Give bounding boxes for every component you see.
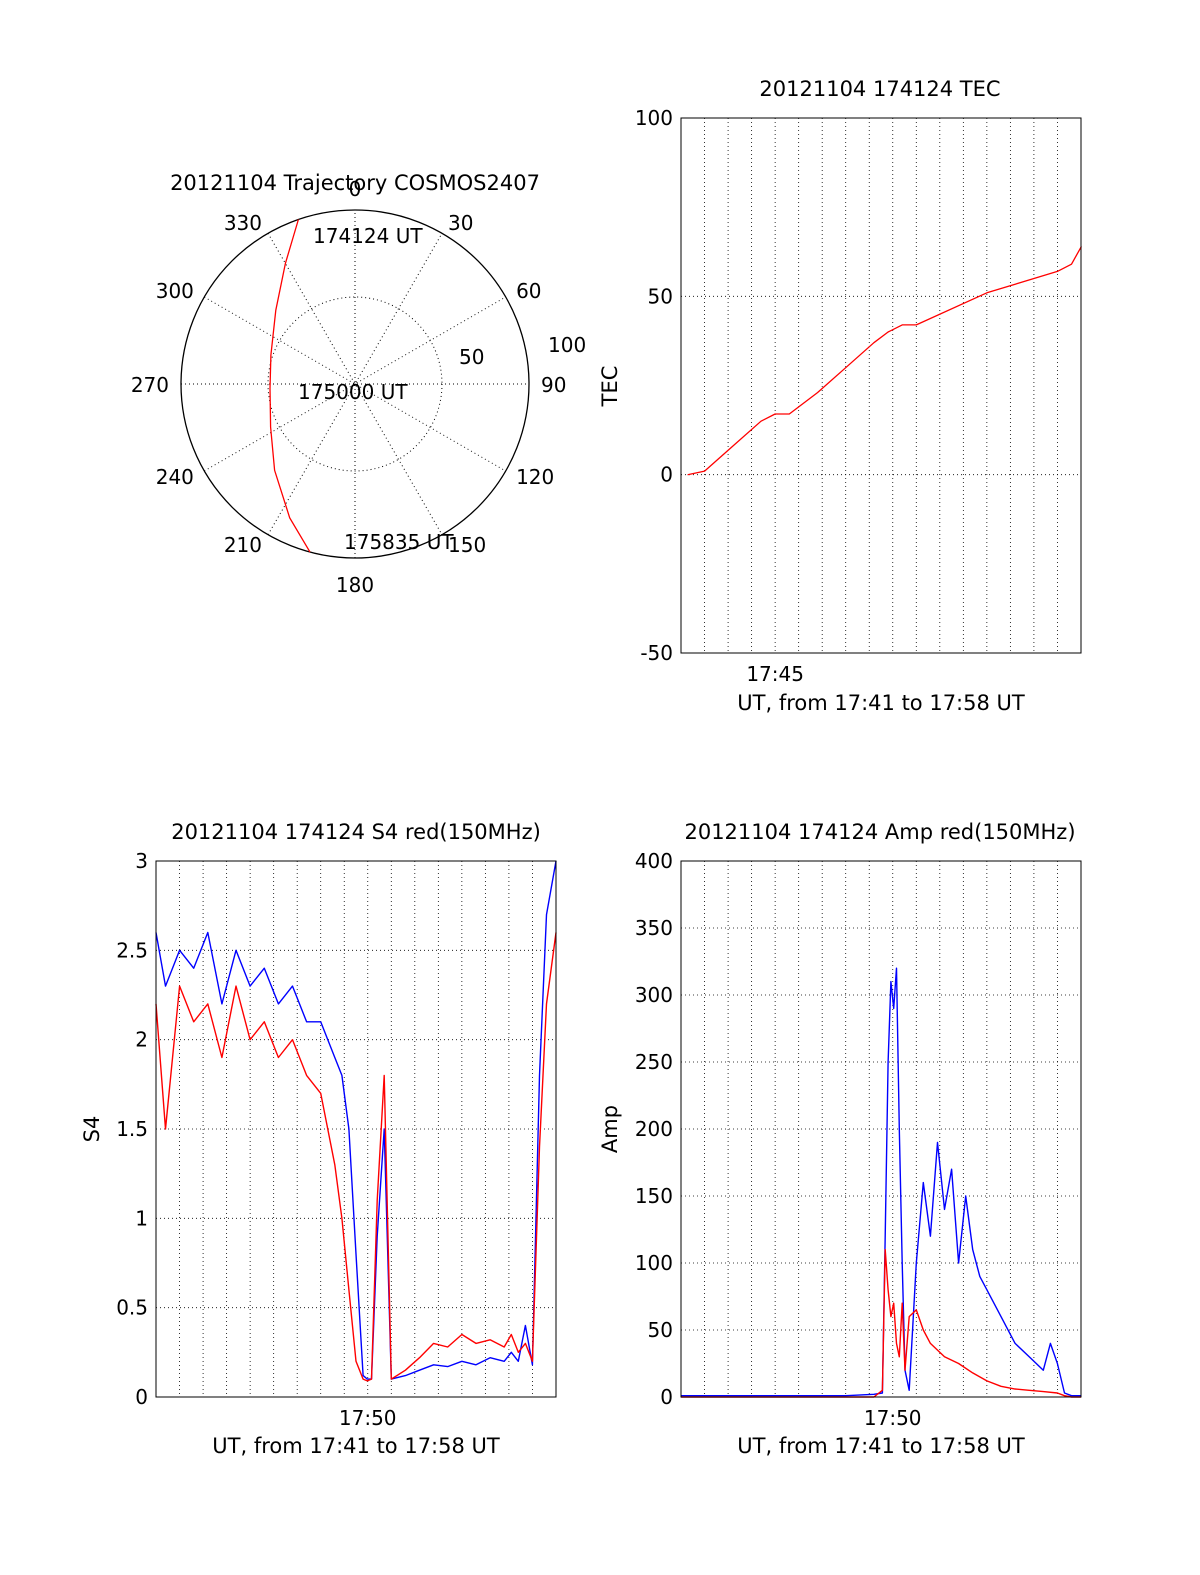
tec-y-tick-label: 100 [635,106,673,130]
amp-y-tick-label: 400 [635,849,673,873]
polar-radial-labels: 50 100 [459,333,586,369]
amp-y-tick-label: 250 [635,1050,673,1074]
amp-y-tick-label: 150 [635,1184,673,1208]
amp-title: 20121104 174124 Amp red(150MHz) [684,820,1075,844]
polar-angle-label: 300 [156,279,194,303]
s4-series-line-1 [155,932,557,1382]
s4-series-line-0 [155,860,557,1380]
amp-series-line-0 [681,967,1081,1397]
polar-radial-label: 50 [459,345,484,369]
amp-y-axis-label: Amp [598,1105,622,1153]
amp-y-tick-labels: 0 50 100 150 200 250 300 350 400 [635,849,673,1409]
polar-series [269,219,311,553]
polar-angle-label: 240 [156,465,194,489]
tec-x-axis-label: UT, from 17:41 to 17:58 UT [737,691,1025,715]
s4-chart: 20121104 174124 S4 red(150MHz) 0 0.5 1 1.5 2… [80,820,557,1458]
s4-plot-frame [155,860,557,1398]
polar-trajectory-line [269,219,311,553]
polar-title: 20121104 Trajectory COSMOS2407 [170,171,540,195]
amp-grid [681,861,1081,1397]
polar-angle-label: 180 [336,573,374,597]
tec-y-tick-label: 50 [648,284,673,308]
amp-y-tick-label: 300 [635,983,673,1007]
amp-series-line-1 [681,1248,1081,1398]
s4-series [155,860,557,1382]
polar-angle-label: 90 [541,373,566,397]
polar-angle-label: 60 [516,279,541,303]
tec-grid [681,118,1081,653]
s4-y-tick-label: 1 [135,1206,148,1230]
polar-grid [180,209,530,559]
polar-angle-label: 150 [448,533,486,557]
polar-angle-label: 330 [224,211,262,235]
s4-y-axis-label: S4 [80,1116,104,1143]
amp-y-tick-label: 200 [635,1117,673,1141]
amp-x-axis-label: UT, from 17:41 to 17:58 UT [737,1434,1025,1458]
s4-grid [156,861,556,1397]
tec-title: 20121104 174124 TEC [759,77,1000,101]
amp-y-tick-label: 350 [635,916,673,940]
tec-series [687,246,1082,476]
s4-y-tick-label: 2.5 [116,938,148,962]
polar-angle-label: 30 [448,211,473,235]
polar-annotation-start: 174124 UT [313,224,423,248]
amp-y-tick-label: 100 [635,1251,673,1275]
amp-y-tick-label: 50 [648,1318,673,1342]
tec-y-tick-label: -50 [640,641,673,665]
polar-radial-label: 100 [548,333,586,357]
tec-x-tick-labels: 17:45 [746,662,804,686]
amp-y-tick-label: 0 [660,1385,673,1409]
amp-x-tick-labels: 17:50 [864,1406,922,1430]
tec-y-tick-label: 0 [660,463,673,487]
tec-y-axis-label: TEC [598,366,622,408]
amp-series [681,967,1081,1398]
tec-x-tick-label: 17:45 [746,662,804,686]
s4-y-tick-label: 2 [135,1028,148,1052]
polar-angle-label: 0 [349,177,362,201]
s4-y-tick-label: 1.5 [116,1117,148,1141]
amp-plot-frame [680,860,1082,1398]
polar-annotation-end: 175835 UT [344,530,454,554]
amp-chart: 20121104 174124 Amp red(150MHz) 0 50 100 15… [598,820,1082,1458]
polar-angle-label: 120 [516,465,554,489]
tec-chart: 20121104 174124 TEC -50 0 50 100 17:45 UT, … [598,77,1082,715]
s4-y-tick-labels: 0 0.5 1 1.5 2 2.5 3 [116,849,148,1409]
tec-plot-frame [680,117,1082,654]
s4-x-tick-labels: 17:50 [339,1406,397,1430]
tec-y-tick-labels: -50 0 50 100 [635,106,673,665]
polar-angle-labels: 0 30 60 90 120 150 180 210 240 270 300 330 [131,177,567,597]
s4-y-tick-label: 0.5 [116,1296,148,1320]
polar-angle-label: 210 [224,533,262,557]
polar-chart: 20121104 Trajectory COSMOS2407 0 30 60 90 12… [131,171,586,597]
tec-series-line-0 [687,246,1082,476]
s4-y-tick-label: 3 [135,849,148,873]
s4-y-tick-label: 0 [135,1385,148,1409]
s4-title: 20121104 174124 S4 red(150MHz) [171,820,541,844]
amp-x-tick-label: 17:50 [864,1406,922,1430]
s4-x-axis-label: UT, from 17:41 to 17:58 UT [212,1434,500,1458]
polar-annotation-mid: 175000 UT [298,380,408,404]
s4-x-tick-label: 17:50 [339,1406,397,1430]
polar-angle-label: 270 [131,373,169,397]
